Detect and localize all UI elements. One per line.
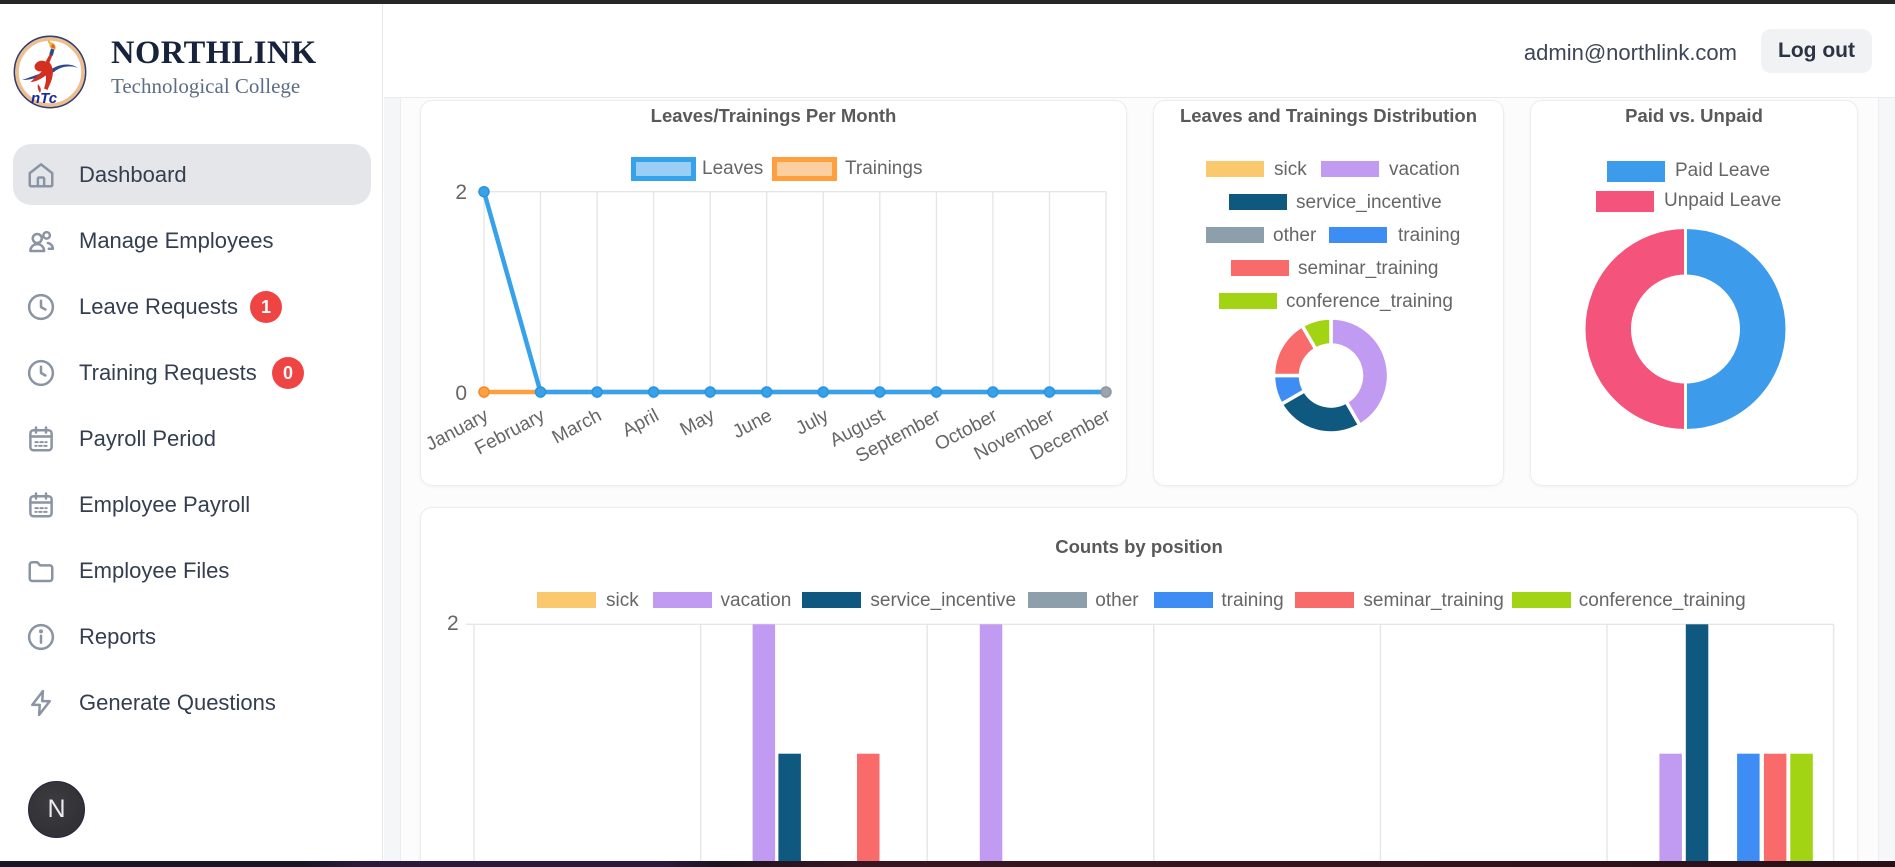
svg-text:nTc: nTc	[31, 90, 58, 107]
